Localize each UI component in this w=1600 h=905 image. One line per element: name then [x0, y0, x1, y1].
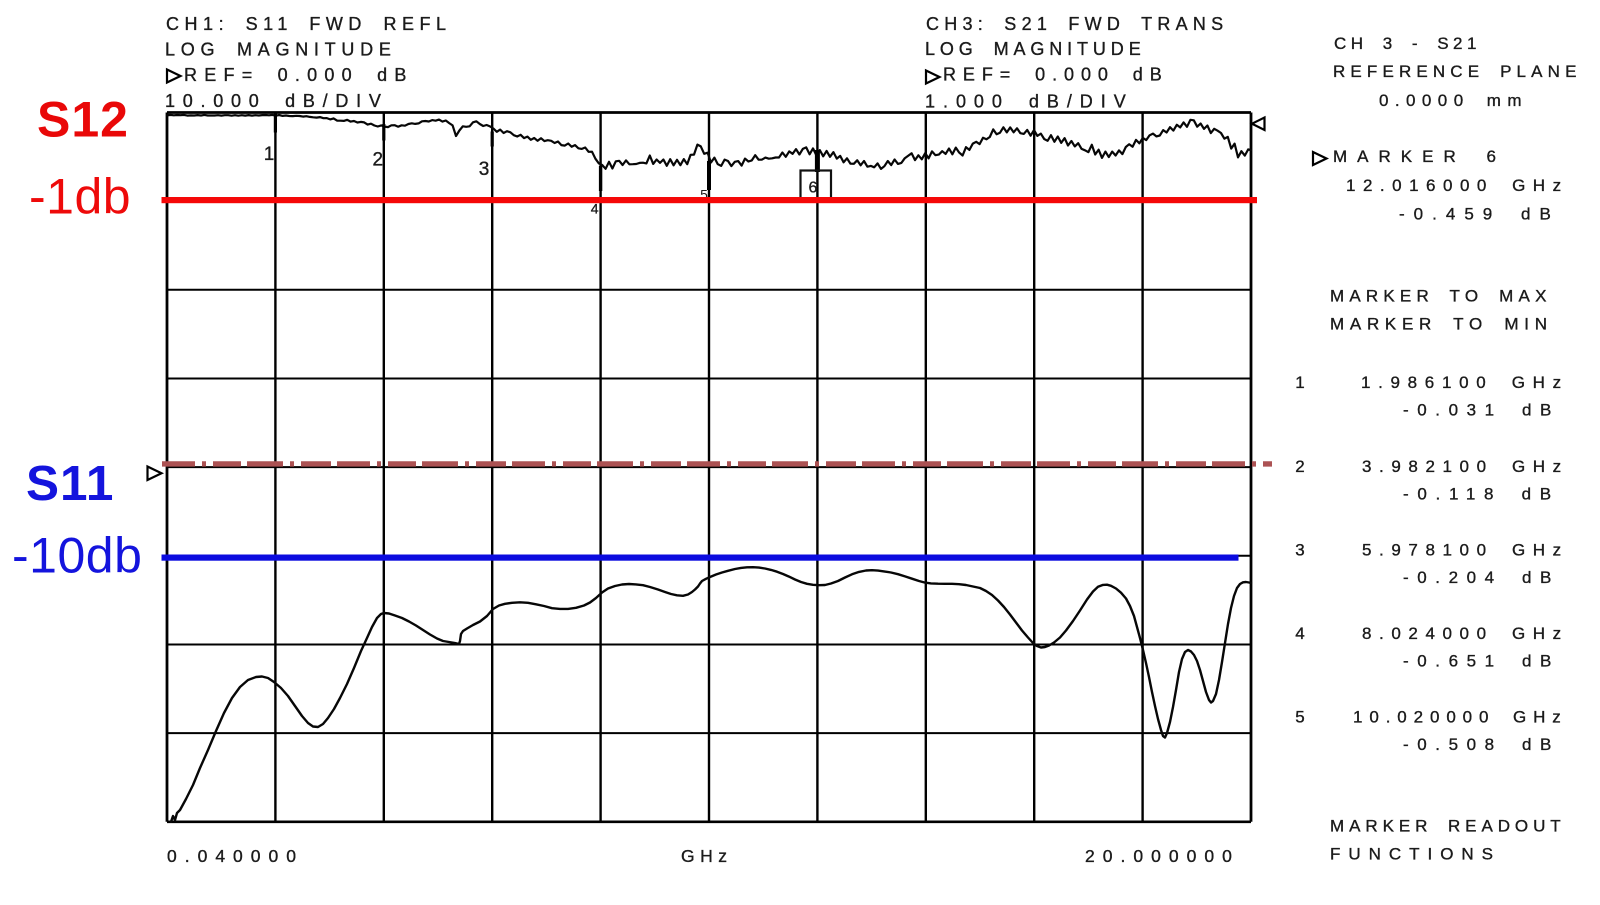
- svg-text:CH1: S11 FWD REFL: CH1: S11 FWD REFL: [166, 14, 452, 34]
- svg-text:2: 2: [1295, 457, 1304, 476]
- svg-text:4: 4: [591, 201, 599, 217]
- svg-text:1.986100 GHz: 1.986100 GHz: [1361, 373, 1569, 392]
- svg-text:2: 2: [373, 149, 384, 170]
- svg-text:1: 1: [264, 144, 275, 165]
- svg-text:0.0000 mm: 0.0000 mm: [1379, 91, 1528, 110]
- svg-text:3.982100 GHz: 3.982100 GHz: [1362, 457, 1569, 476]
- svg-text:5: 5: [700, 187, 708, 203]
- svg-text:S12: S12: [37, 92, 129, 148]
- svg-text:-0.651 dB: -0.651 dB: [1403, 652, 1560, 671]
- svg-text:4: 4: [1295, 624, 1304, 643]
- svg-text:6: 6: [809, 180, 818, 197]
- svg-text:REFERENCE PLANE: REFERENCE PLANE: [1333, 62, 1582, 81]
- svg-text:20.000000: 20.000000: [1085, 846, 1240, 866]
- svg-text:REF= 0.000 dB: REF= 0.000 dB: [943, 64, 1169, 84]
- svg-text:MARKER TO MAX: MARKER TO MAX: [1330, 287, 1552, 306]
- svg-text:1.000 dB/DIV: 1.000 dB/DIV: [925, 91, 1134, 111]
- svg-text:10.020000 GHz: 10.020000 GHz: [1353, 708, 1568, 727]
- svg-text:8.024000 GHz: 8.024000 GHz: [1362, 624, 1569, 643]
- svg-text:0.040000: 0.040000: [167, 846, 304, 866]
- svg-text:FUNCTIONS: FUNCTIONS: [1330, 845, 1501, 864]
- svg-text:5.978100 GHz: 5.978100 GHz: [1362, 541, 1569, 560]
- svg-text:-10db: -10db: [12, 528, 142, 584]
- svg-text:10.000 dB/DIV: 10.000 dB/DIV: [165, 91, 389, 111]
- svg-text:CH 3 - S21: CH 3 - S21: [1334, 34, 1481, 53]
- svg-text:-0.031 dB: -0.031 dB: [1403, 401, 1560, 420]
- svg-text:3: 3: [1295, 541, 1304, 560]
- svg-text:REF= 0.000 dB: REF= 0.000 dB: [184, 65, 414, 85]
- svg-text:-0.459 dB: -0.459 dB: [1399, 205, 1560, 224]
- svg-text:MARKER 6: MARKER 6: [1333, 147, 1506, 166]
- svg-text:3: 3: [479, 159, 490, 180]
- svg-text:12.016000 GHz: 12.016000 GHz: [1346, 176, 1569, 195]
- svg-text:1: 1: [1295, 373, 1304, 392]
- svg-text:CH3: S21 FWD TRANS: CH3: S21 FWD TRANS: [926, 14, 1228, 34]
- svg-text:-0.508 dB: -0.508 dB: [1403, 735, 1560, 754]
- svg-text:-0.118 dB: -0.118 dB: [1403, 485, 1560, 504]
- svg-text:5: 5: [1295, 708, 1304, 727]
- svg-text:GHz: GHz: [681, 846, 733, 866]
- svg-text:-0.204 dB: -0.204 dB: [1403, 568, 1560, 587]
- svg-text:S11: S11: [26, 456, 114, 511]
- svg-text:-1db: -1db: [29, 169, 131, 225]
- svg-text:MARKER TO MIN: MARKER TO MIN: [1330, 315, 1553, 334]
- svg-text:LOG MAGNITUDE: LOG MAGNITUDE: [165, 39, 397, 59]
- svg-text:MARKER READOUT: MARKER READOUT: [1330, 817, 1566, 836]
- svg-text:LOG MAGNITUDE: LOG MAGNITUDE: [925, 39, 1146, 59]
